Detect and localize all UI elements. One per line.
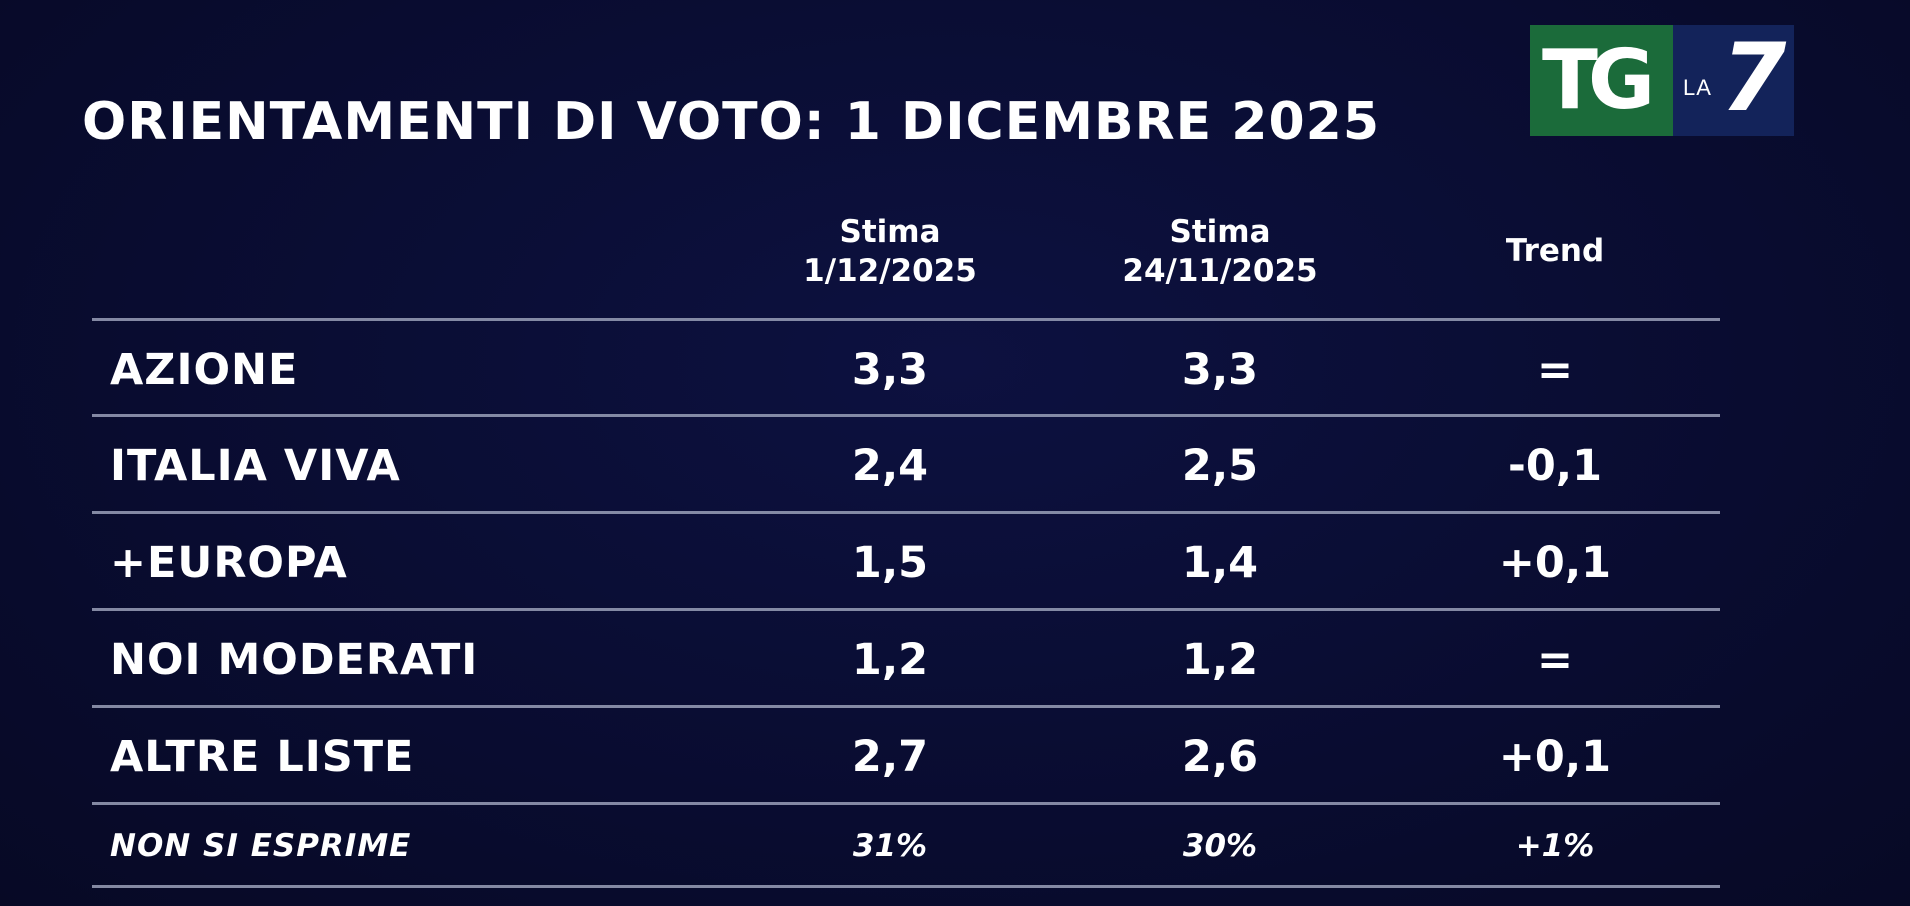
trend-value: +0,1 bbox=[1498, 538, 1612, 588]
party-name: ITALIA VIVA bbox=[110, 441, 401, 491]
estimate-previous: 2,6 bbox=[1181, 732, 1259, 782]
column-header-line2: 24/11/2025 bbox=[1122, 253, 1318, 289]
table-rule bbox=[92, 705, 1720, 708]
table-row: NON SI ESPRIME 31% 30% +1% bbox=[0, 804, 1910, 888]
estimate-previous: 3,3 bbox=[1181, 345, 1259, 395]
trend-value: +0,1 bbox=[1498, 732, 1612, 782]
table-rule bbox=[92, 802, 1720, 805]
column-header-previous: Stima 24/11/2025 bbox=[1090, 213, 1350, 291]
table-rule bbox=[92, 885, 1720, 888]
column-header-trend: Trend bbox=[1425, 232, 1685, 271]
table-row: AZIONE 3,3 3,3 = bbox=[0, 322, 1910, 418]
party-name: ALTRE LISTE bbox=[110, 732, 415, 782]
table-row: ITALIA VIVA 2,4 2,5 -0,1 bbox=[0, 418, 1910, 514]
estimate-current: 2,7 bbox=[851, 732, 929, 782]
logo-tg-text: TG bbox=[1542, 33, 1655, 128]
column-header-line2: 1/12/2025 bbox=[803, 253, 977, 289]
column-header-line1: Stima bbox=[1169, 214, 1271, 250]
table-row: ALTRE LISTE 2,7 2,6 +0,1 bbox=[0, 709, 1910, 805]
column-header-line1: Trend bbox=[1505, 233, 1605, 269]
table-row: +EUROPA 1,5 1,4 +0,1 bbox=[0, 515, 1910, 611]
estimate-current: 1,5 bbox=[851, 538, 929, 588]
page-title: ORIENTAMENTI DI VOTO: 1 DICEMBRE 2025 bbox=[82, 92, 1380, 152]
estimate-previous: 1,2 bbox=[1181, 635, 1259, 685]
trend-value: = bbox=[1536, 345, 1574, 395]
table-rule bbox=[92, 318, 1720, 321]
trend-value: -0,1 bbox=[1507, 441, 1603, 491]
estimate-previous: 1,4 bbox=[1181, 538, 1259, 588]
party-name: NON SI ESPRIME bbox=[110, 828, 412, 864]
party-name: AZIONE bbox=[110, 345, 299, 395]
tg-la7-logo: TG LA 7 bbox=[1530, 25, 1794, 136]
table-rule bbox=[92, 511, 1720, 514]
estimate-previous: 30% bbox=[1182, 828, 1258, 864]
table-row: NOI MODERATI 1,2 1,2 = bbox=[0, 612, 1910, 708]
trend-value: = bbox=[1536, 635, 1574, 685]
party-name: +EUROPA bbox=[110, 538, 348, 588]
estimate-current: 1,2 bbox=[851, 635, 929, 685]
estimate-current: 3,3 bbox=[851, 345, 929, 395]
estimate-current: 2,4 bbox=[851, 441, 929, 491]
estimate-previous: 2,5 bbox=[1181, 441, 1259, 491]
table-rule bbox=[92, 414, 1720, 417]
logo-la7-block: LA 7 bbox=[1673, 25, 1794, 136]
logo-tg-block: TG bbox=[1530, 25, 1673, 136]
logo-seven-text: 7 bbox=[1721, 25, 1787, 133]
estimate-current: 31% bbox=[852, 828, 928, 864]
logo-la-text: LA bbox=[1683, 75, 1712, 100]
column-header-current: Stima 1/12/2025 bbox=[760, 213, 1020, 291]
table-rule bbox=[92, 608, 1720, 611]
column-header-line1: Stima bbox=[839, 214, 941, 250]
trend-value: +1% bbox=[1515, 828, 1595, 864]
party-name: NOI MODERATI bbox=[110, 635, 479, 685]
